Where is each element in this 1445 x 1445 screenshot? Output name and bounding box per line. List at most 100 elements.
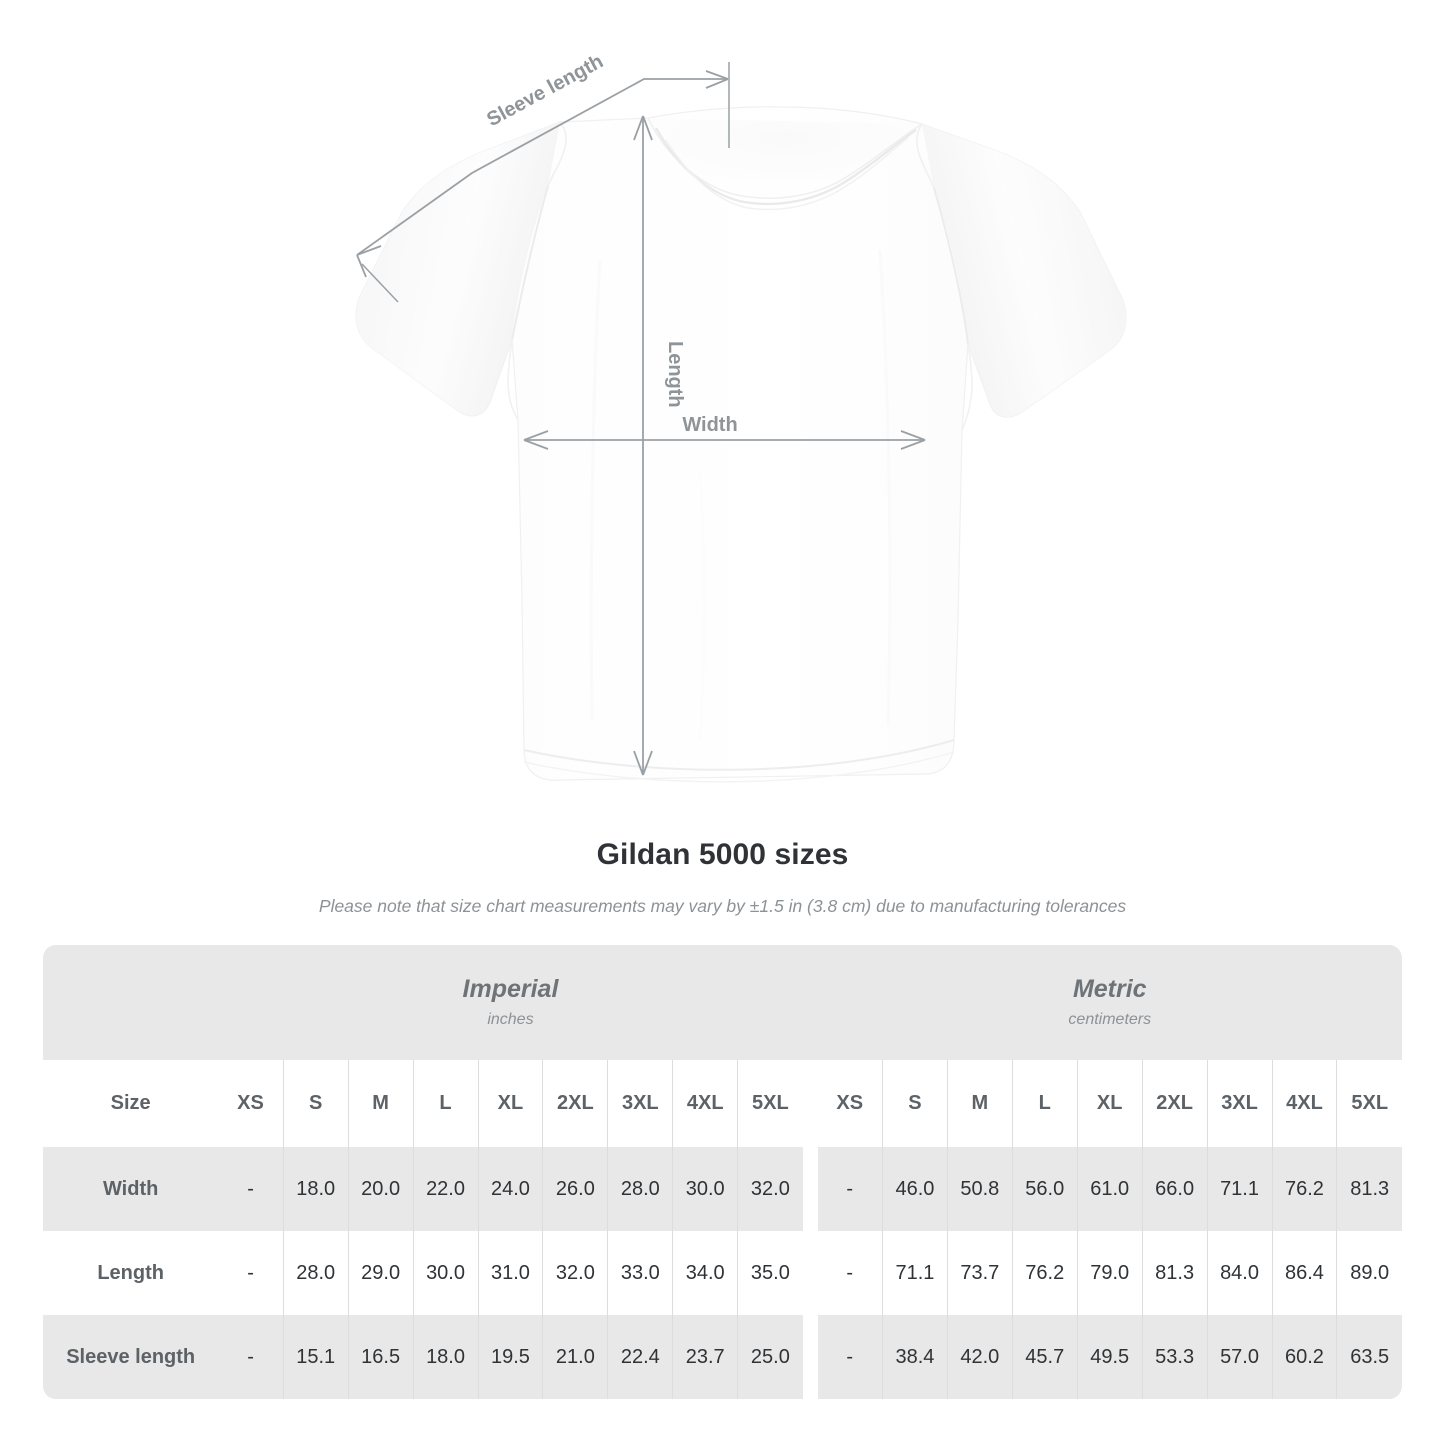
cell-imperial-width-l: 22.0 [412,1147,478,1231]
row-gap-cell [802,1231,818,1315]
cell-imperial-length-2xl: 32.0 [542,1231,608,1315]
cell-metric-sleeve-length-m: 42.0 [946,1315,1013,1399]
table-row: Sleeve length -15.1 16.5 18.0 19.5 21.0 22.4 23… [43,1315,1402,1399]
unit-name: Metric [1072,974,1147,1003]
cell-metric-width-xl: 61.0 [1076,1147,1143,1231]
cell-imperial-length-xs: - [218,1231,284,1315]
tshirt-shape [355,106,1127,783]
cell-metric-width-4xl: 76.2 [1271,1147,1337,1231]
size-header-row: Size XS S M L XL 2XL 3XL 4XL 5XL XS S M L XL 2XL 3XL 4XL 5… [43,1060,1402,1147]
row-gap-cell [802,1315,818,1399]
size-header-metric-xs: XS [817,1060,883,1147]
cell-metric-length-3xl: 84.0 [1206,1231,1272,1315]
unit-banner-row: Imperial inches Metric centimeters [43,945,1402,1060]
tshirt-diagram: Sleeve length Length Width [355,50,1127,783]
cell-metric-sleeve-length-2xl: 53.3 [1141,1315,1208,1399]
cell-imperial-length-5xl: 35.0 [737,1231,803,1315]
size-chart-table-wrap: Imperial inches Metric centimeters Size XS S M L… [43,945,1402,1399]
cell-imperial-width-3xl: 28.0 [607,1147,673,1231]
page-title: Gildan 5000 sizes [596,838,849,871]
unit-subtitle: centimeters [1068,1011,1152,1029]
cell-imperial-width-5xl: 32.0 [737,1147,803,1231]
cell-metric-length-s: 71.1 [881,1231,948,1315]
cell-metric-length-xl: 79.0 [1076,1231,1143,1315]
cell-imperial-length-l: 30.0 [412,1231,478,1315]
row-label-width: Width [43,1147,219,1231]
size-header-imperial-3xl: 3XL [607,1060,673,1147]
cell-metric-sleeve-length-3xl: 57.0 [1206,1315,1272,1399]
size-header-imperial-xl: XL [477,1060,543,1147]
cell-metric-width-l: 56.0 [1011,1147,1078,1231]
width-label: Width [682,414,737,436]
cell-imperial-width-xl: 24.0 [477,1147,543,1231]
cell-metric-length-xs: - [817,1231,883,1315]
cell-metric-width-5xl: 81.3 [1336,1147,1402,1231]
cell-metric-sleeve-length-s: 38.4 [881,1315,948,1399]
unit-header-imperial: Imperial inches [218,945,803,1060]
cell-imperial-sleeve-length-m: 16.5 [347,1315,414,1399]
size-header-imperial-4xl: 4XL [672,1060,738,1147]
width-arrow [523,430,926,450]
size-header-metric-5xl: 5XL [1336,1060,1402,1147]
size-header-metric-l: L [1011,1060,1078,1147]
cell-imperial-width-s: 18.0 [282,1147,349,1231]
tolerance-note: Please note that size chart measurements… [318,896,1127,916]
size-header-imperial-2xl: 2XL [542,1060,608,1147]
length-label: Length [664,341,686,408]
cell-metric-width-xs: - [817,1147,883,1231]
size-header-imperial-xs: XS [218,1060,284,1147]
measurement-lines [356,62,926,776]
unit-banner-spacer [43,945,219,1060]
size-chart-table: Imperial inches Metric centimeters Size XS S M L… [43,945,1402,1399]
cell-metric-length-5xl: 89.0 [1336,1231,1402,1315]
row-label-length: Length [43,1231,219,1315]
cell-imperial-width-4xl: 30.0 [672,1147,738,1231]
cell-metric-sleeve-length-5xl: 63.5 [1336,1315,1402,1399]
size-header-metric-s: S [881,1060,948,1147]
cell-metric-sleeve-length-xs: - [817,1315,883,1399]
cell-imperial-sleeve-length-3xl: 22.4 [607,1315,673,1399]
row-label-sleeve-length: Sleeve length [43,1315,219,1399]
size-header-metric-2xl: 2XL [1141,1060,1208,1147]
size-header-metric-xl: XL [1076,1060,1143,1147]
cell-imperial-sleeve-length-4xl: 23.7 [672,1315,738,1399]
cell-imperial-length-m: 29.0 [347,1231,414,1315]
table-row: Width -18.0 20.0 22.0 24.0 26.0 28.0 30.0 32.0-4… [43,1147,1402,1231]
cell-metric-width-s: 46.0 [881,1147,948,1231]
cell-imperial-sleeve-length-s: 15.1 [282,1315,349,1399]
sleeve-length-label: Sleeve length [483,50,607,131]
cell-metric-length-l: 76.2 [1011,1231,1078,1315]
cell-metric-width-3xl: 71.1 [1206,1147,1272,1231]
size-header-metric-4xl: 4XL [1271,1060,1337,1147]
cell-imperial-sleeve-length-2xl: 21.0 [542,1315,608,1399]
row-gap-cell [802,1147,818,1231]
size-header-metric-3xl: 3XL [1206,1060,1272,1147]
size-header-label: Size [43,1060,219,1147]
cell-metric-width-m: 50.8 [946,1147,1013,1231]
header-gap-cell [802,1060,818,1147]
size-header-imperial-m: M [347,1060,414,1147]
cell-imperial-length-xl: 31.0 [477,1231,543,1315]
unit-name: Imperial [462,974,559,1003]
cell-metric-length-4xl: 86.4 [1271,1231,1337,1315]
cell-metric-length-m: 73.7 [946,1231,1013,1315]
cell-metric-sleeve-length-xl: 49.5 [1076,1315,1143,1399]
cell-imperial-width-m: 20.0 [347,1147,414,1231]
unit-gap-cell [802,945,818,1060]
cell-metric-length-2xl: 81.3 [1141,1231,1208,1315]
title-block: Gildan 5000 sizes Please note that size … [0,838,1445,917]
unit-subtitle: inches [487,1011,534,1029]
table-row: Length -28.0 29.0 30.0 31.0 32.0 33.0 34.0 35.0-… [43,1231,1402,1315]
length-arrow [633,115,653,776]
cell-imperial-sleeve-length-xl: 19.5 [477,1315,543,1399]
cell-imperial-sleeve-length-xs: - [218,1315,284,1399]
cell-imperial-sleeve-length-l: 18.0 [412,1315,478,1399]
size-header-imperial-5xl: 5XL [737,1060,803,1147]
cell-imperial-length-4xl: 34.0 [672,1231,738,1315]
cell-imperial-length-s: 28.0 [282,1231,349,1315]
cell-imperial-width-2xl: 26.0 [542,1147,608,1231]
cell-imperial-length-3xl: 33.0 [607,1231,673,1315]
size-header-metric-m: M [946,1060,1013,1147]
cell-metric-width-2xl: 66.0 [1141,1147,1208,1231]
size-header-imperial-s: S [282,1060,349,1147]
